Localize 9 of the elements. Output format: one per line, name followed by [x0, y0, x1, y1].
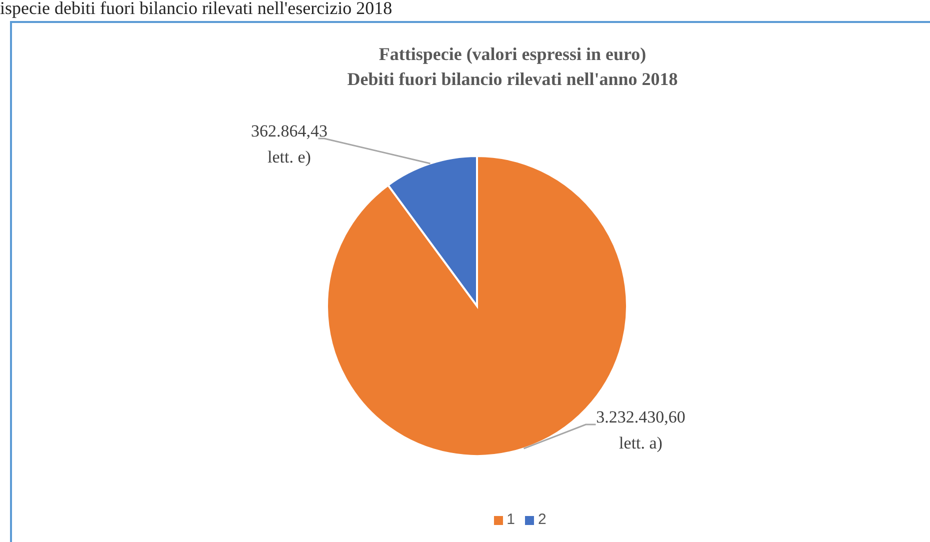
chart-title: Fattispecie (valori espressi in euro) [378, 43, 648, 66]
legend-label: 2 [538, 511, 546, 528]
text: lett. e) [268, 147, 311, 166]
chart-subtitle: Debiti fuori bilancio rilevati nell'anno 2018 [346, 68, 679, 91]
legend-label: 1 [506, 511, 515, 528]
data-label: 362.864,43 [250, 121, 328, 140]
text: lett. a) [619, 434, 662, 453]
data-label: 3.232.430,60 [596, 408, 686, 427]
text: ispecie debiti fuori bilancio rilevati nell'esercizio 2018 [0, 0, 392, 19]
